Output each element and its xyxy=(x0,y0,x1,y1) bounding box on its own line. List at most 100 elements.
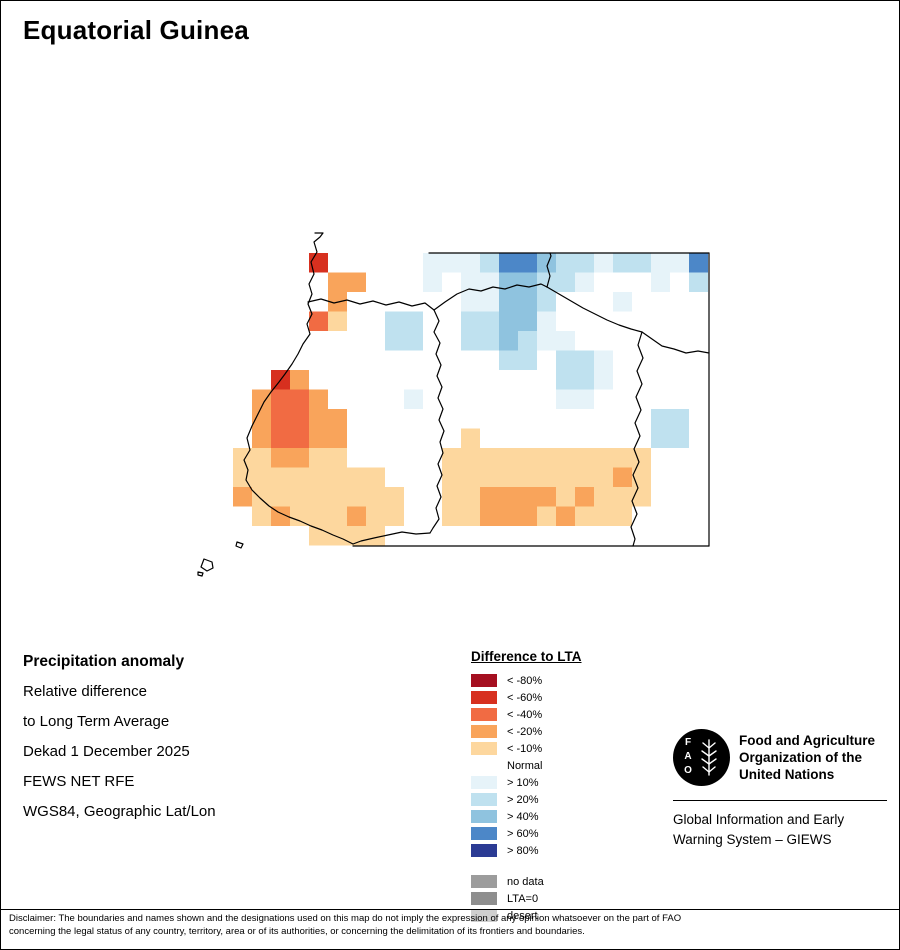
raster-cell xyxy=(385,487,404,507)
border-east-line xyxy=(546,286,710,354)
raster-cell xyxy=(537,448,556,468)
raster-cell xyxy=(499,448,518,468)
giews-line: Warning System – GIEWS xyxy=(673,832,832,847)
raster-cell xyxy=(518,506,537,526)
fao-org-line: United Nations xyxy=(739,767,835,782)
raster-cell xyxy=(670,409,689,429)
legend-swatch xyxy=(471,674,497,687)
raster-cell xyxy=(556,370,575,390)
raster-cell xyxy=(670,253,689,273)
raster-cell xyxy=(651,428,670,448)
raster-cell xyxy=(404,311,423,331)
coastline xyxy=(243,232,354,545)
raster-cell xyxy=(632,467,651,487)
fao-logo: F A O xyxy=(673,729,730,786)
raster-cell xyxy=(556,350,575,370)
legend-label: > 60% xyxy=(507,827,539,840)
raster-cell xyxy=(499,253,518,273)
raster-cell xyxy=(290,506,309,526)
legend-swatch xyxy=(471,892,497,905)
raster-cell xyxy=(594,253,613,273)
raster-cell xyxy=(480,272,499,292)
raster-cell xyxy=(537,467,556,487)
wheat-icon xyxy=(701,739,717,776)
legend-swatch xyxy=(471,844,497,857)
legend-label: Normal xyxy=(507,759,543,772)
eg-east-border xyxy=(429,309,445,534)
raster-cell xyxy=(537,331,556,351)
legend-swatch xyxy=(471,875,497,888)
island-elobey xyxy=(197,571,204,577)
legend-swatch xyxy=(471,691,497,704)
fao-org-line: Organization of the xyxy=(739,750,862,765)
raster-cell xyxy=(290,409,309,429)
legend-label: no data xyxy=(507,875,544,888)
island-small xyxy=(235,541,244,549)
raster-cell xyxy=(461,331,480,351)
raster-cell xyxy=(309,448,328,468)
legend-label: LTA=0 xyxy=(507,892,539,905)
raster-cell xyxy=(309,409,328,429)
raster-cell xyxy=(328,409,347,429)
raster-cell xyxy=(442,487,461,507)
raster-cell xyxy=(575,467,594,487)
raster-cell xyxy=(518,253,537,273)
raster-cell xyxy=(518,350,537,370)
raster-cell xyxy=(309,311,328,331)
raster-cell xyxy=(347,506,366,526)
info-line-source: FEWS NET RFE xyxy=(23,773,135,790)
info-line-dekad: Dekad 1 December 2025 xyxy=(23,743,190,760)
disclaimer-divider-line xyxy=(1,909,899,910)
raster-cell xyxy=(385,506,404,526)
raster-cell xyxy=(423,272,442,292)
raster-cell xyxy=(575,389,594,409)
legend-label: desert xyxy=(507,909,538,922)
raster-cell xyxy=(328,428,347,448)
fao-org-line: Food and Agriculture xyxy=(739,733,875,748)
legend-swatch xyxy=(471,776,497,789)
legend-swatch xyxy=(471,759,497,772)
raster-cell xyxy=(328,526,347,546)
raster-cell xyxy=(480,467,499,487)
raster-cell xyxy=(537,272,556,292)
raster-cell xyxy=(461,272,480,292)
legend-item: LTA=0 xyxy=(471,890,582,907)
fao-logo-letters: F A O xyxy=(683,736,693,778)
raster-cell xyxy=(442,448,461,468)
raster-cell xyxy=(461,487,480,507)
raster-cell xyxy=(328,506,347,526)
raster-cell xyxy=(347,272,366,292)
giews-line: Global Information and Early xyxy=(673,812,845,827)
raster-cell xyxy=(518,292,537,312)
raster-cell xyxy=(252,506,271,526)
raster-cell xyxy=(689,253,708,273)
raster-cell xyxy=(309,428,328,448)
raster-cell xyxy=(480,487,499,507)
raster-cell xyxy=(233,467,252,487)
raster-cell xyxy=(290,467,309,487)
fao-org-name: Food and Agriculture Organization of the… xyxy=(739,732,875,783)
raster-cell xyxy=(575,370,594,390)
raster-cell xyxy=(518,467,537,487)
legend-label: > 80% xyxy=(507,844,539,857)
legend-item: > 10% xyxy=(471,774,582,791)
raster-cell xyxy=(366,506,385,526)
raster-cell xyxy=(480,292,499,312)
legend-item: > 80% xyxy=(471,842,582,859)
raster-cell xyxy=(252,448,271,468)
raster-cell xyxy=(518,448,537,468)
legend-label: < -10% xyxy=(507,742,543,755)
legend-label: > 20% xyxy=(507,793,539,806)
raster-cell xyxy=(556,272,575,292)
raster-cell xyxy=(252,389,271,409)
raster-cell xyxy=(290,370,309,390)
raster-cell xyxy=(594,448,613,468)
raster-cell xyxy=(461,448,480,468)
raster-cell xyxy=(537,506,556,526)
raster-cell xyxy=(328,311,347,331)
legend-swatch xyxy=(471,725,497,738)
raster-cell xyxy=(233,448,252,468)
raster-cell xyxy=(347,467,366,487)
